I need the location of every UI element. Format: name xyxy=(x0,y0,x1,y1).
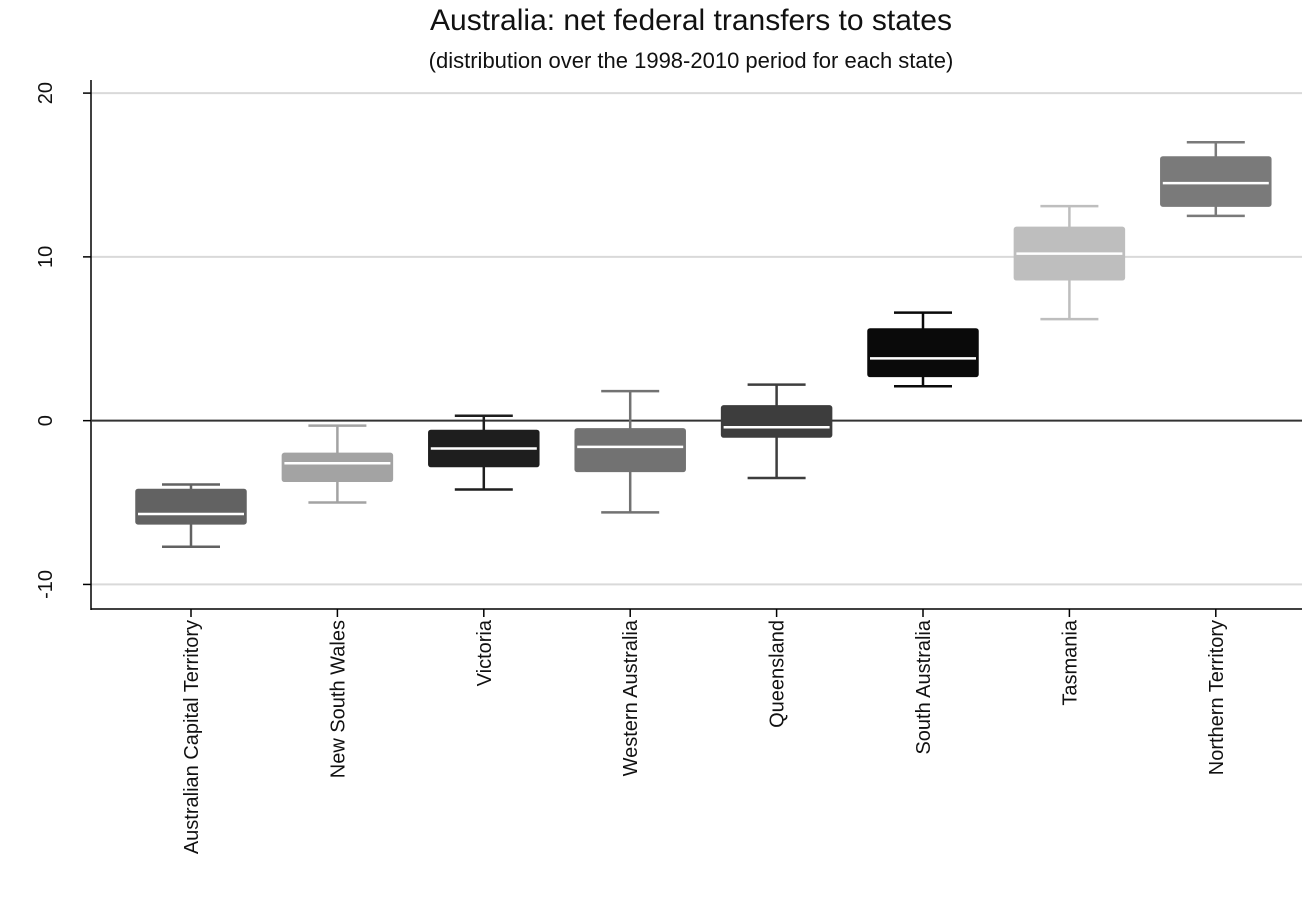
box-iqr xyxy=(574,428,686,473)
box-iqr xyxy=(720,405,833,438)
chart-title: Australia: net federal transfers to stat… xyxy=(430,4,952,37)
box-northern-territory xyxy=(1160,140,1272,218)
box-australian-capital-territory xyxy=(135,483,247,549)
y-tick-label: 0 xyxy=(35,415,57,426)
y-tick-label: 10 xyxy=(35,246,57,268)
box-new-south-wales xyxy=(281,424,394,504)
box-iqr xyxy=(1160,156,1272,207)
chart-subtitle: (distribution over the 1998-2010 period … xyxy=(428,48,954,73)
grid-lines xyxy=(91,92,1302,586)
x-tick-label: Northern Territory xyxy=(1206,620,1228,775)
box-queensland xyxy=(720,383,833,480)
box-iqr xyxy=(867,328,979,378)
box-iqr xyxy=(281,452,394,483)
y-tick-label: 20 xyxy=(35,82,57,104)
y-tick-label: -10 xyxy=(35,570,57,599)
box-western-australia xyxy=(574,389,686,514)
x-tick-label: New South Wales xyxy=(327,620,349,778)
x-tick-label: Tasmania xyxy=(1059,619,1081,705)
box-south-australia xyxy=(867,311,979,388)
box-tasmania xyxy=(1013,204,1126,321)
x-tick-label: Western Australia xyxy=(620,619,642,776)
boxes xyxy=(135,140,1272,549)
x-tick-label: South Australia xyxy=(913,619,935,754)
x-tick-label: Australian Capital Territory xyxy=(181,620,203,854)
box-iqr xyxy=(135,488,247,525)
x-tick-label: Queensland xyxy=(767,620,789,728)
box-victoria xyxy=(428,414,540,491)
tick-labels: 20 10 0 -10 Australian Capital Territory New … xyxy=(35,82,1228,854)
axes xyxy=(83,80,1302,617)
x-tick-label: Victoria xyxy=(474,619,496,686)
